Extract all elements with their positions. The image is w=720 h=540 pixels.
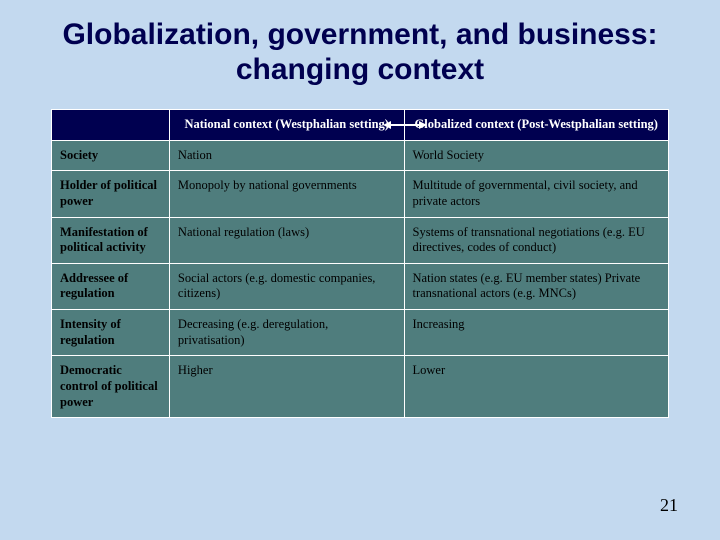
- cell-national: National regulation (laws): [169, 217, 404, 263]
- double-arrow-icon: [383, 118, 427, 132]
- slide-title: Globalization, government, and business:…: [40, 18, 680, 87]
- cell-global: Multitude of governmental, civil society…: [404, 171, 669, 217]
- table-row: Intensity of regulation Decreasing (e.g.…: [52, 310, 669, 356]
- header-national: National context (Westphalian setting): [169, 110, 404, 141]
- row-label: Addressee of regulation: [52, 263, 170, 309]
- cell-global: Systems of transnational negotiations (e…: [404, 217, 669, 263]
- table-row: Addressee of regulation Social actors (e…: [52, 263, 669, 309]
- row-label: Manifestation of political activity: [52, 217, 170, 263]
- cell-global: World Society: [404, 140, 669, 171]
- header-global-text: Globalized context (Post-Westphalian set…: [415, 117, 658, 131]
- table-row: Democratic control of political power Hi…: [52, 356, 669, 418]
- cell-national: Nation: [169, 140, 404, 171]
- header-global: Globalized context (Post-Westphalian set…: [404, 110, 669, 141]
- row-label: Society: [52, 140, 170, 171]
- cell-national: Social actors (e.g. domestic companies, …: [169, 263, 404, 309]
- table-row: Holder of political power Monopoly by na…: [52, 171, 669, 217]
- header-blank: [52, 110, 170, 141]
- table-row: Manifestation of political activity Nati…: [52, 217, 669, 263]
- row-label: Democratic control of political power: [52, 356, 170, 418]
- cell-national: Monopoly by national governments: [169, 171, 404, 217]
- cell-national: Decreasing (e.g. deregulation, privatisa…: [169, 310, 404, 356]
- row-label: Intensity of regulation: [52, 310, 170, 356]
- cell-global: Lower: [404, 356, 669, 418]
- cell-national: Higher: [169, 356, 404, 418]
- slide: Globalization, government, and business:…: [0, 0, 720, 540]
- page-number: 21: [660, 495, 678, 516]
- cell-global: Increasing: [404, 310, 669, 356]
- comparison-table: National context (Westphalian setting) G…: [51, 109, 669, 418]
- table-row: Society Nation World Society: [52, 140, 669, 171]
- cell-global: Nation states (e.g. EU member states) Pr…: [404, 263, 669, 309]
- row-label: Holder of political power: [52, 171, 170, 217]
- table-header-row: National context (Westphalian setting) G…: [52, 110, 669, 141]
